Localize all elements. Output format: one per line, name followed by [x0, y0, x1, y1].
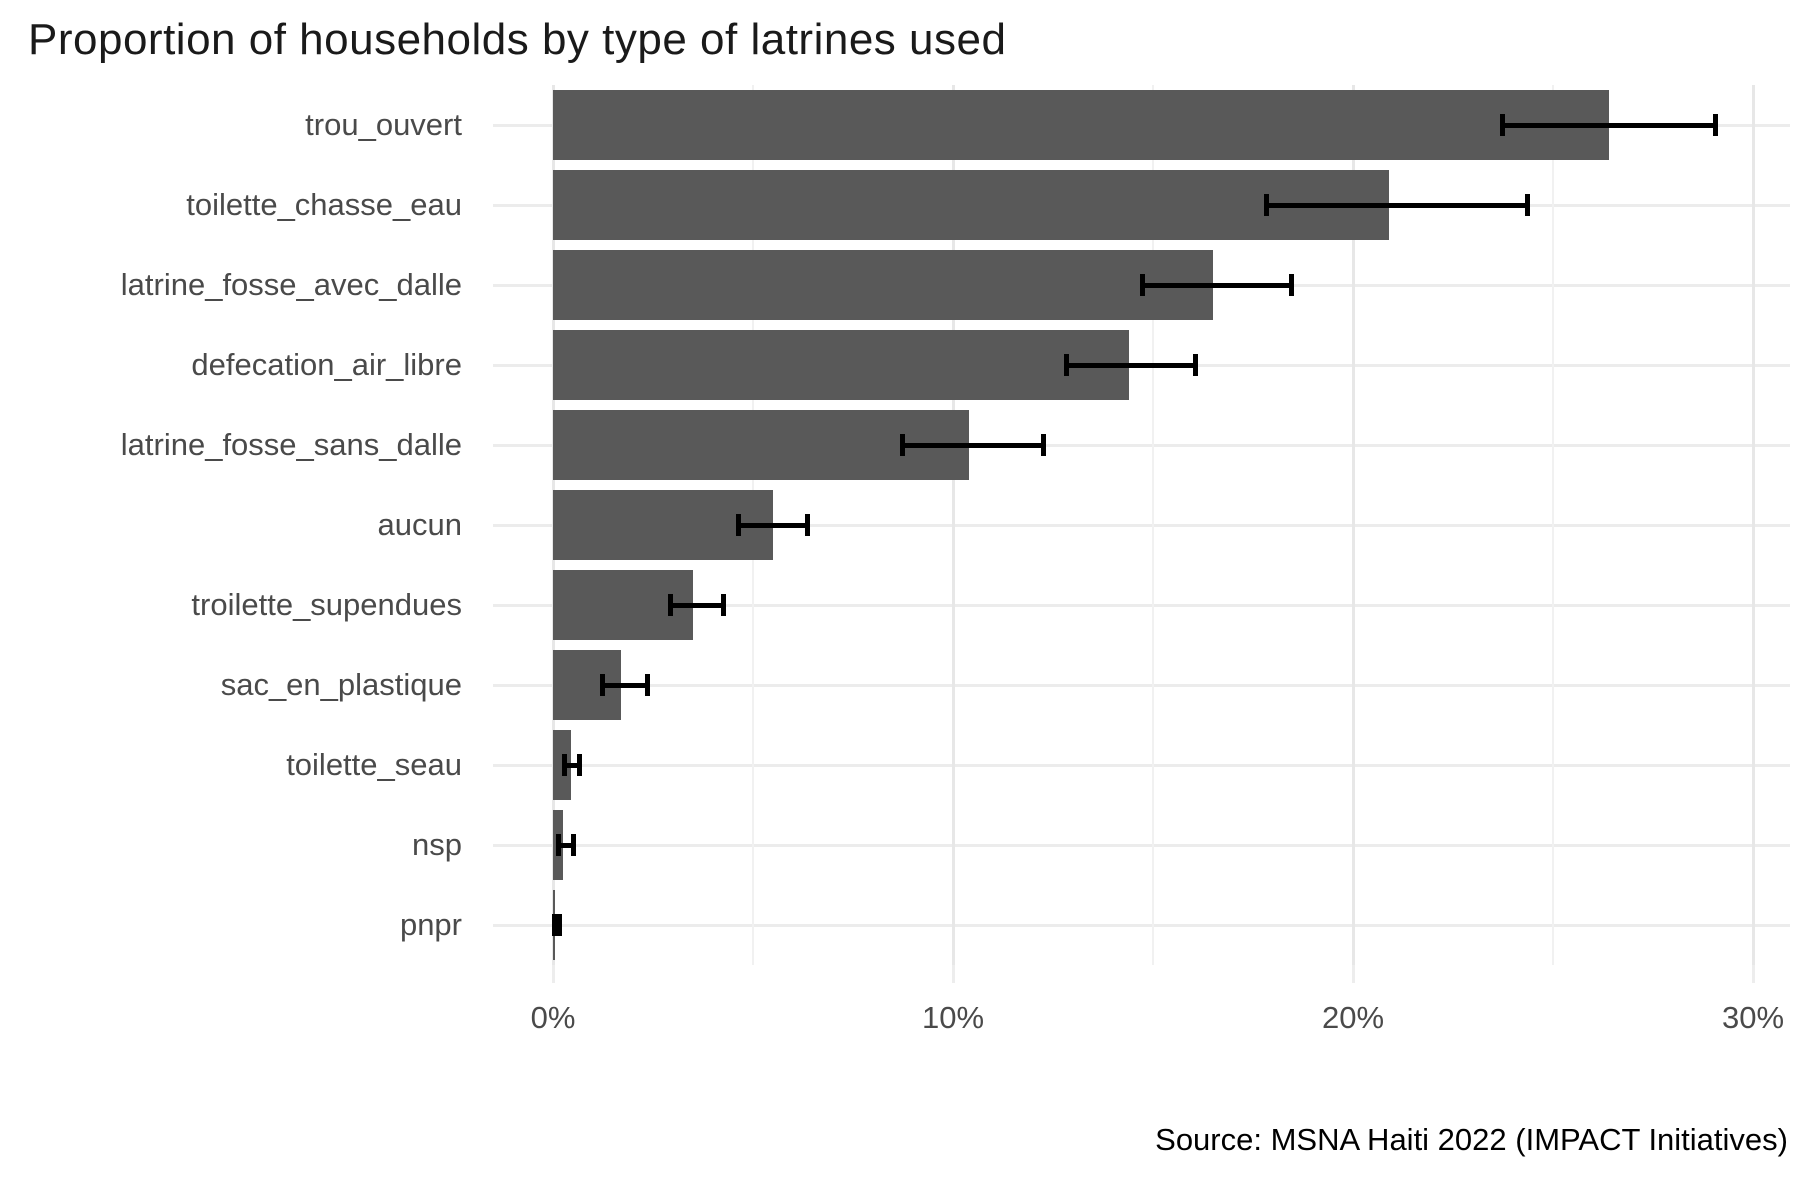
category-label: defecation_air_libre	[191, 347, 462, 382]
error-bar-cap-right	[805, 514, 810, 536]
y-gridline	[493, 843, 1790, 847]
error-bar-cap-right	[1041, 434, 1046, 456]
error-bar-line	[601, 682, 649, 688]
bar	[553, 170, 1389, 240]
error-bar-cap-right	[1525, 194, 1530, 216]
error-bar-cap-right	[721, 594, 726, 616]
error-bar-line	[901, 442, 1045, 448]
error-bar-cap-left	[1264, 194, 1269, 216]
y-gridline	[493, 683, 1790, 687]
x-tick-mark	[1751, 965, 1755, 983]
category-label: pnpr	[399, 907, 462, 942]
x-major-gridline	[1751, 85, 1755, 965]
error-bar-cap-right	[571, 834, 576, 856]
error-bar-cap-right	[557, 914, 562, 936]
error-bar-cap-right	[577, 754, 582, 776]
error-bar-line	[669, 602, 725, 608]
y-gridline	[493, 603, 1790, 607]
error-bar-cap-left	[736, 514, 741, 536]
x-tick-label: 0%	[530, 1000, 576, 1035]
bar	[553, 90, 1609, 160]
category-label: aucun	[377, 507, 462, 542]
x-minor-gridline	[1152, 85, 1154, 965]
bar	[553, 250, 1213, 320]
bar	[553, 330, 1129, 400]
category-label: troilette_supendues	[191, 587, 462, 622]
error-bar-cap-right	[645, 674, 650, 696]
x-major-gridline	[1351, 85, 1355, 965]
error-bar-cap-left	[562, 754, 567, 776]
x-minor-gridline	[1552, 85, 1554, 965]
error-bar-cap-left	[1500, 114, 1505, 136]
error-bar-line	[1501, 122, 1717, 128]
error-bar-cap-right	[1193, 354, 1198, 376]
x-tick-mark	[1351, 965, 1355, 983]
error-bar-cap-left	[668, 594, 673, 616]
error-bar-cap-left	[552, 914, 557, 936]
error-bar-cap-left	[556, 834, 561, 856]
x-tick-mark	[551, 965, 555, 983]
chart-title: Proportion of households by type of latr…	[28, 15, 1007, 64]
category-label: latrine_fosse_avec_dalle	[120, 267, 462, 302]
x-tick-label: 10%	[921, 1000, 985, 1035]
error-bar-line	[737, 522, 809, 528]
error-bar-cap-left	[600, 674, 605, 696]
x-tick-label: 20%	[1321, 1000, 1385, 1035]
category-label: nsp	[412, 827, 462, 862]
category-label: trou_ouvert	[305, 107, 462, 142]
y-gridline	[493, 763, 1790, 767]
category-label: latrine_fosse_sans_dalle	[120, 427, 462, 462]
y-gridline	[493, 443, 1790, 447]
category-label: toilette_chasse_eau	[186, 187, 462, 222]
error-bar-cap-right	[1713, 114, 1718, 136]
error-bar-line	[1065, 362, 1197, 368]
x-tick-label: 30%	[1721, 1000, 1785, 1035]
error-bar-cap-left	[1140, 274, 1145, 296]
category-label: sac_en_plastique	[220, 667, 462, 702]
error-bar-cap-right	[1289, 274, 1294, 296]
x-tick-mark	[951, 965, 955, 983]
source-caption: Source: MSNA Haiti 2022 (IMPACT Initiati…	[1155, 1122, 1788, 1157]
y-gridline	[493, 923, 1790, 927]
error-bar-cap-left	[900, 434, 905, 456]
error-bar-cap-left	[1064, 354, 1069, 376]
bar	[553, 410, 969, 480]
error-bar-line	[1141, 282, 1293, 288]
x-major-gridline	[951, 85, 955, 965]
category-label: toilette_seau	[286, 747, 462, 782]
error-bar-line	[1265, 202, 1529, 208]
y-gridline	[493, 523, 1790, 527]
error-bar-line	[557, 842, 575, 848]
error-bar-line	[563, 762, 581, 768]
